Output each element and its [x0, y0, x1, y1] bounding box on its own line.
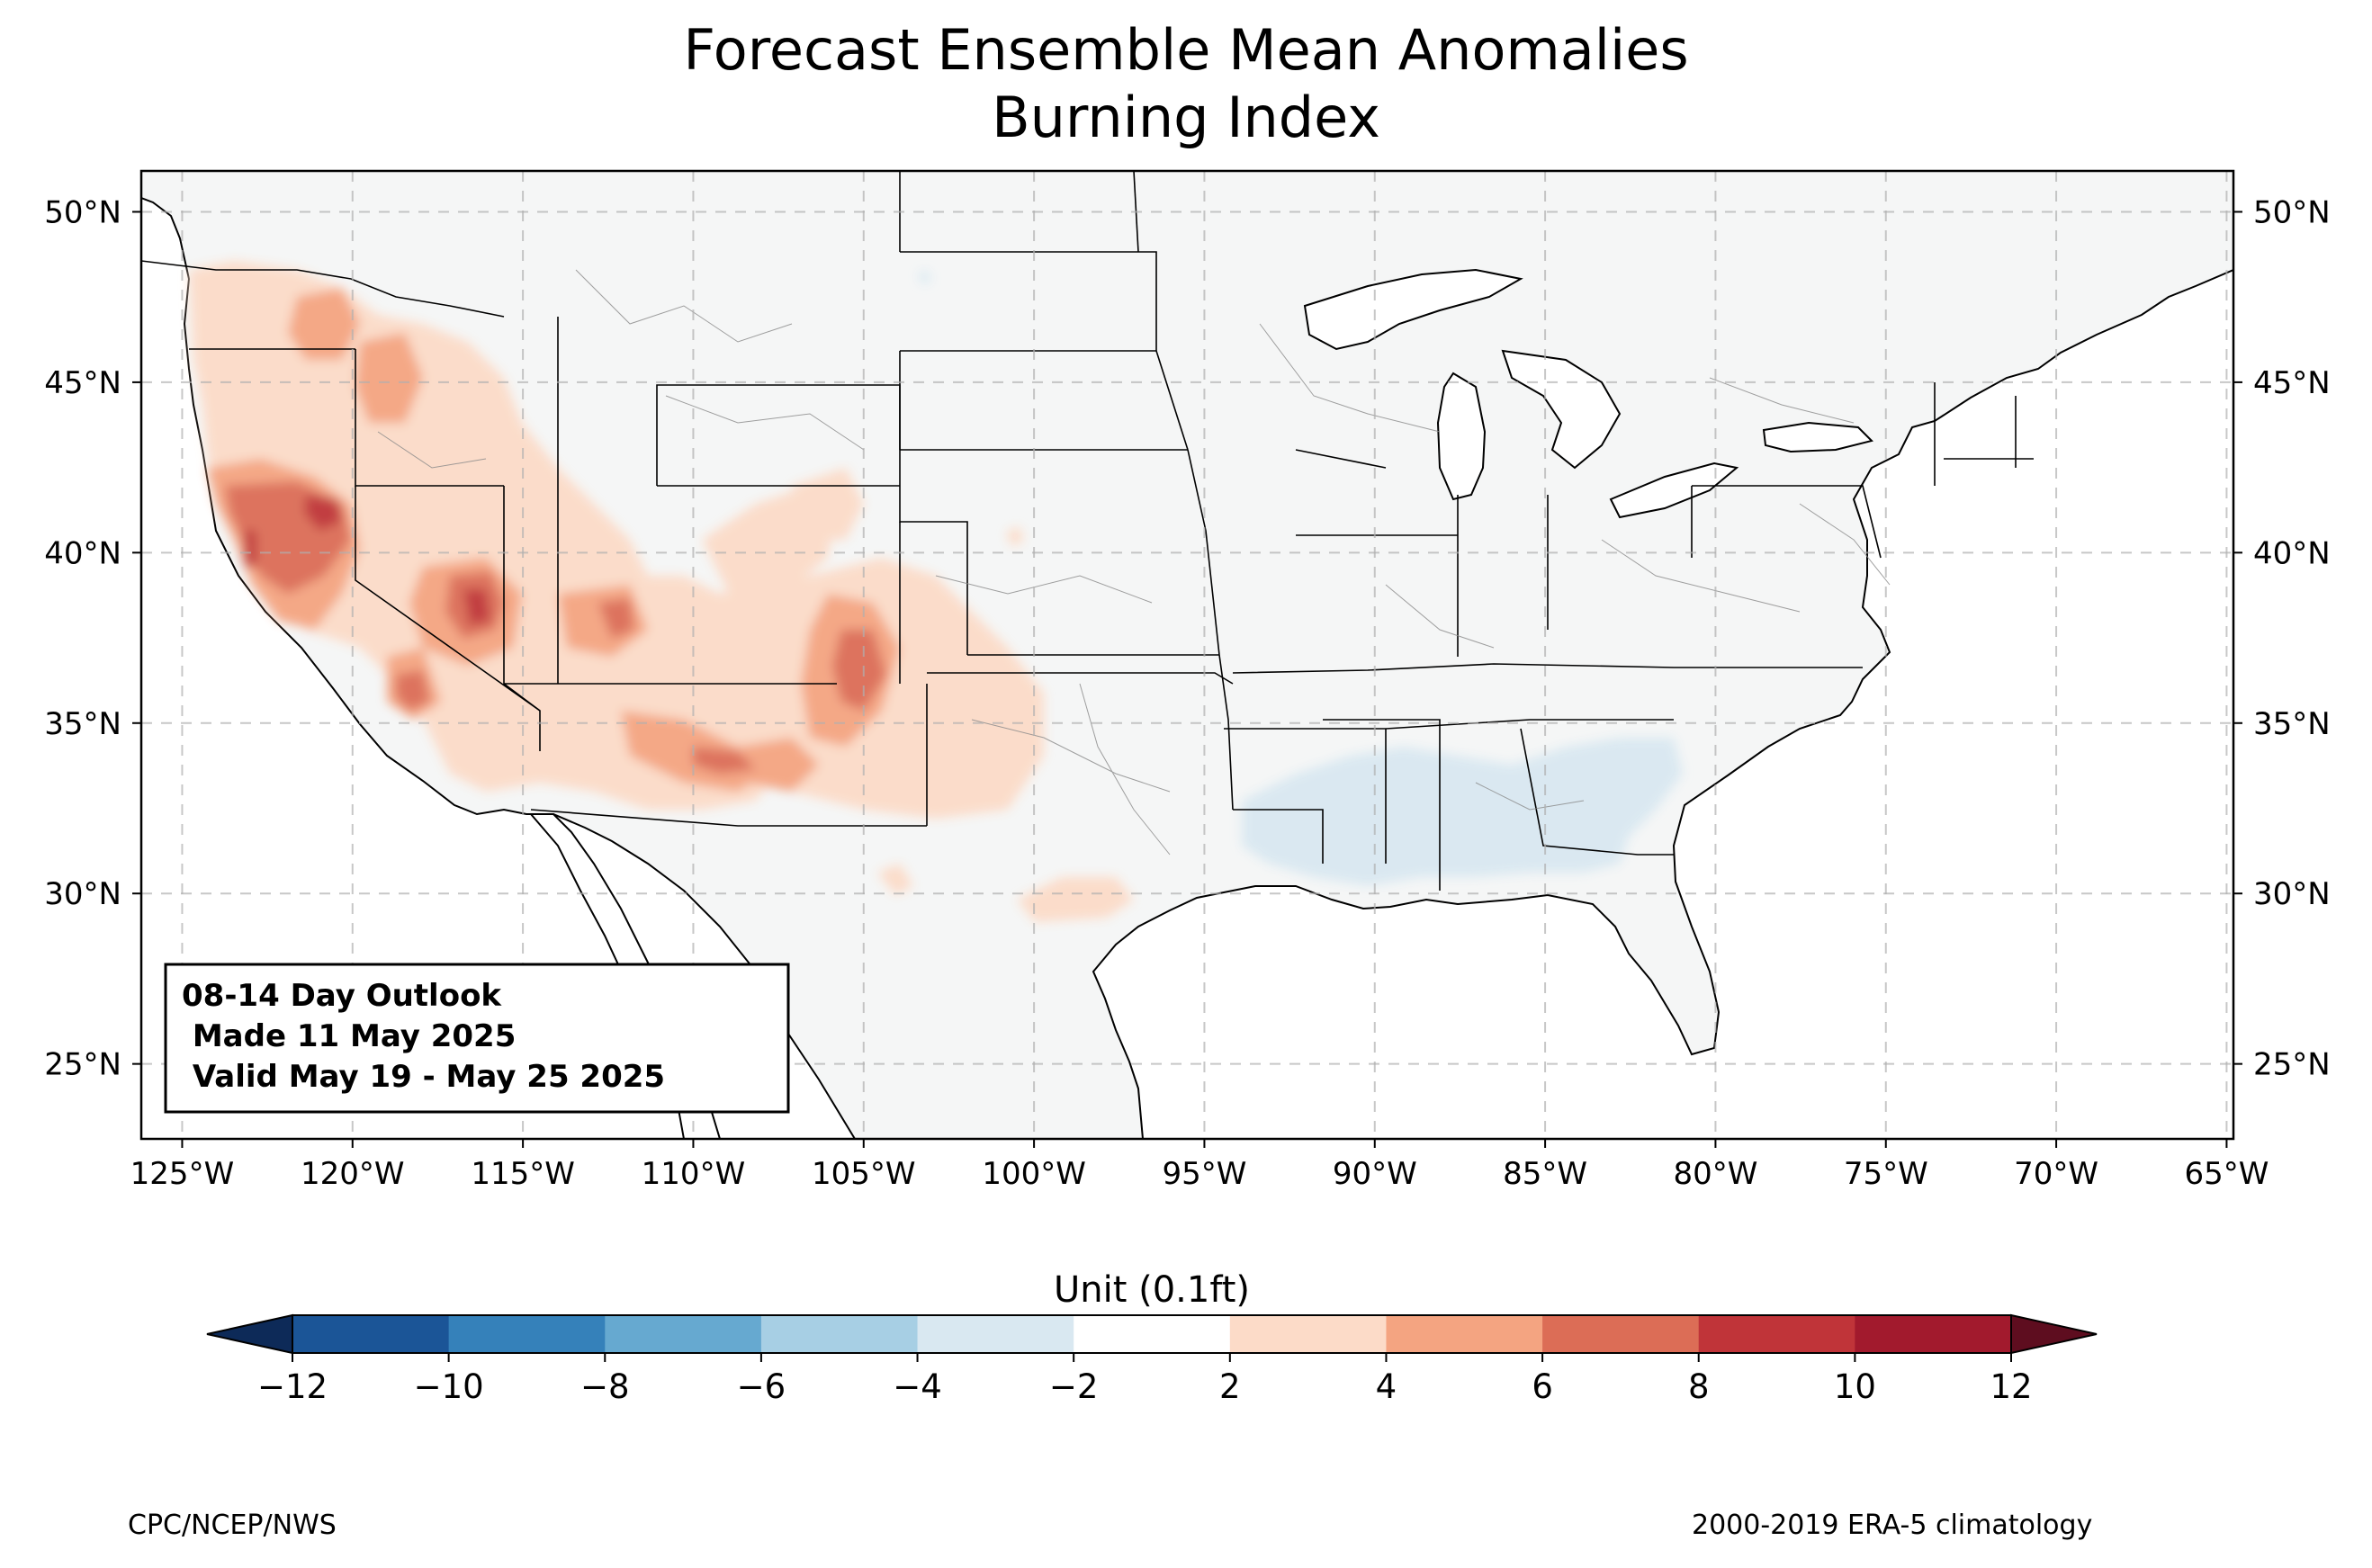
- anomaly-oklahoma-negative: [918, 270, 931, 284]
- lat-tick-label-right: 50°N: [2253, 194, 2331, 230]
- lon-tick-label: 80°W: [1673, 1156, 1757, 1192]
- latitude-ticks: 50°N 50°N 45°N 45°N 40°N 40°N 35°N 35°N 30°N 30°N…: [44, 194, 2330, 1082]
- anomaly-new-mexico-mid: [738, 738, 819, 792]
- map-frame: [139, 169, 2235, 1141]
- colorbar-segment: [448, 1315, 606, 1353]
- credit-right: 2000-2019 ERA-5 climatology: [1692, 1510, 2093, 1541]
- colorbar: −12 −10 −8 −6 −4 −2 2 4 6 8 10 12: [206, 1313, 2098, 1406]
- colorbar-tick-label: −10: [414, 1367, 484, 1406]
- lon-tick-label: 110°W: [642, 1156, 746, 1192]
- credit-left: CPC/NCEP/NWS: [128, 1510, 337, 1541]
- colorbar-tick-label: 6: [1532, 1367, 1553, 1406]
- lat-tick-label-right: 45°N: [2253, 365, 2331, 401]
- anomaly-south-texas-light: [1017, 877, 1134, 922]
- colorbar-tick-label: 4: [1376, 1367, 1397, 1406]
- lon-tick-label: 125°W: [130, 1156, 235, 1192]
- colorbar-tick-label: −8: [580, 1367, 630, 1406]
- anomaly-utah-strong: [598, 598, 634, 639]
- colorbar-segment: [1855, 1315, 2012, 1353]
- colorbar-segment: [1698, 1315, 1855, 1353]
- lat-tick-label-left: 45°N: [44, 365, 121, 401]
- colorbar-tick-label: −4: [893, 1367, 942, 1406]
- colorbar-segment: [292, 1315, 450, 1353]
- colorbar-label: Unit (0.1ft): [1054, 1269, 1250, 1311]
- colorbar-segment: [1229, 1315, 1387, 1353]
- colorbar-segment: [605, 1315, 762, 1353]
- lon-tick-label: 95°W: [1162, 1156, 1246, 1192]
- colorbar-tick-label: 12: [1990, 1367, 2032, 1406]
- anomaly-kansas-light: [1006, 526, 1024, 547]
- lat-tick-label-right: 35°N: [2253, 706, 2331, 742]
- colorbar-tick-label: −2: [1049, 1367, 1099, 1406]
- lon-tick-label: 115°W: [471, 1156, 575, 1192]
- lat-tick-label-left: 50°N: [44, 194, 121, 230]
- colorbar-segment: [1386, 1315, 1543, 1353]
- colorbar-segment: [917, 1315, 1074, 1353]
- minor-boundaries: [377, 269, 1891, 856]
- map-subtitle: Burning Index: [992, 85, 1380, 150]
- colorbar-tick-label: 2: [1219, 1367, 1241, 1406]
- lon-tick-label: 85°W: [1503, 1156, 1587, 1192]
- colorbar-extend-high: [2010, 1313, 2098, 1355]
- colorbar-tick-label: −6: [737, 1367, 786, 1406]
- colorbar-segment: [1074, 1315, 1231, 1353]
- lat-tick-label-right: 40°N: [2253, 535, 2331, 571]
- colorbar-extend-low: [206, 1313, 293, 1355]
- state-boundaries: [141, 171, 2034, 891]
- lat-tick-label-left: 40°N: [44, 535, 121, 571]
- outlook-line-3: Valid May 19 - May 25 2025: [182, 1059, 665, 1095]
- anomaly-oregon-idaho-mid: [288, 288, 360, 360]
- colorbar-tick-label: 8: [1688, 1367, 1710, 1406]
- anomaly-sierra-strong: [396, 670, 430, 711]
- lon-tick-label: 75°W: [1844, 1156, 1928, 1192]
- lon-tick-label: 105°W: [812, 1156, 916, 1192]
- lon-tick-label: 90°W: [1333, 1156, 1417, 1192]
- anomaly-idaho-mid: [355, 333, 423, 423]
- great-lakes: [1303, 268, 1873, 519]
- colorbar-segment: [760, 1315, 919, 1353]
- lon-tick-label: 100°W: [982, 1156, 1086, 1192]
- map-title: Forecast Ensemble Mean Anomalies: [683, 17, 1689, 83]
- colorbar-outline: [292, 1314, 2012, 1354]
- colorbar-tick-label: −12: [257, 1367, 328, 1406]
- lat-tick-label-left: 30°N: [44, 876, 121, 912]
- lon-tick-label: 120°W: [301, 1156, 405, 1192]
- anomaly-norcal-peak: [304, 495, 342, 531]
- colorbar-tick-label: 10: [1834, 1367, 1876, 1406]
- lat-tick-label-left: 35°N: [44, 706, 121, 742]
- anomaly-california-coast-peak: [243, 531, 256, 567]
- lat-tick-label-left: 25°N: [44, 1047, 121, 1083]
- anomaly-nevada-peak: [463, 589, 490, 625]
- colorbar-segment: [1542, 1315, 1700, 1353]
- anomaly-ne-new-mexico-strong: [832, 630, 886, 711]
- outlook-line-2: Made 11 May 2025: [182, 1018, 516, 1054]
- anomaly-arizona-strong: [693, 747, 756, 774]
- lon-tick-label: 70°W: [2014, 1156, 2098, 1192]
- outlook-box: 08-14 Day Outlook Made 11 May 2025 Valid…: [164, 963, 790, 1114]
- lon-tick-label: 65°W: [2184, 1156, 2269, 1192]
- anomaly-west-texas-light: [877, 864, 913, 895]
- outlook-line-1: 08-14 Day Outlook: [182, 978, 502, 1014]
- gridlines: [141, 171, 2233, 1139]
- longitude-ticks: 125°W 120°W 115°W 110°W 105°W 100°W 95°W 90°W 85…: [130, 1139, 2269, 1192]
- lat-tick-label-right: 30°N: [2253, 876, 2331, 912]
- lat-tick-label-right: 25°N: [2253, 1047, 2331, 1083]
